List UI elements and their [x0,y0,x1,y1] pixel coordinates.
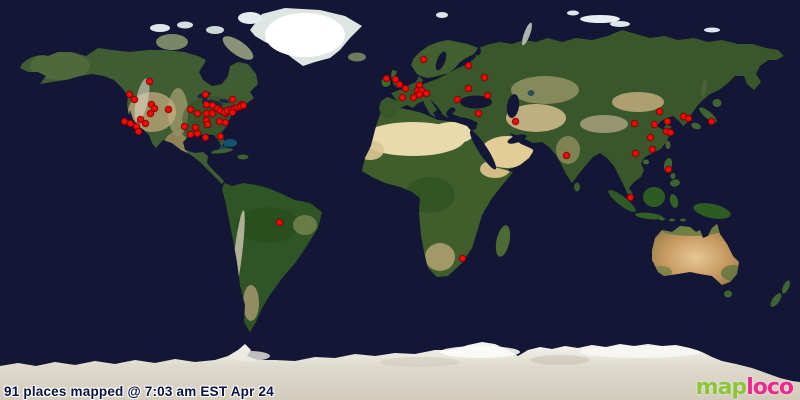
iceland [348,52,366,62]
place-marker [275,218,283,226]
place-marker [186,105,194,113]
place-marker [646,133,654,141]
java [635,212,663,220]
place-marker [221,118,229,126]
place-marker [239,101,247,109]
place-marker [458,254,466,262]
place-marker [562,151,570,159]
place-marker [398,93,406,101]
mindanao [670,179,680,187]
gulf-of-bothnia [435,51,447,71]
place-marker [480,73,488,81]
place-marker [126,119,134,127]
place-marker [228,95,236,103]
place-marker [201,90,209,98]
place-marker [483,91,491,99]
place-marker [125,90,133,98]
taiwan [665,141,671,149]
place-marker [382,74,390,82]
place-marker [150,104,158,112]
place-marker [511,117,519,125]
place-marker [201,133,209,141]
place-marker [186,130,194,138]
place-marker [648,145,656,153]
sulawesi [669,194,679,208]
place-marker [395,80,403,88]
place-marker [666,128,674,136]
terrain-eurasia [481,76,664,168]
place-marker [630,119,638,127]
place-marker [464,84,472,92]
place-marker [203,120,211,128]
place-marker [707,117,715,125]
tasmania [724,290,732,298]
place-marker [136,115,144,123]
place-marker [141,119,149,127]
place-marker [164,105,172,113]
new-guinea [693,203,731,219]
place-marker [664,165,672,173]
place-marker [180,122,188,130]
logo-text-loco: loco [746,375,794,400]
place-marker [134,127,142,135]
sri-lanka [574,182,580,192]
kyushu [691,122,701,130]
place-marker [193,109,201,117]
place-marker [419,55,427,63]
logo-text-map: map [695,375,748,400]
hispaniola [237,154,249,160]
place-marker [146,109,154,117]
place-marker [626,193,634,201]
borneo [643,187,665,207]
hainan [643,159,649,165]
sumatra [608,189,636,213]
arctic-islands [150,10,720,60]
place-marker [145,77,153,85]
antarctica [0,342,800,400]
place-marker [422,89,430,97]
place-marker [208,109,216,117]
bahamas-shallows [223,139,237,147]
place-marker [684,114,692,122]
greenland [250,8,362,66]
new-zealand-north [781,280,791,294]
place-marker [631,149,639,157]
status-bar: 91 places mapped @ 7:03 am EST Apr 24 [4,384,274,399]
place-marker [391,75,399,83]
place-marker [464,61,472,69]
maploco-logo[interactable]: maploco [695,375,794,400]
madagascar [495,225,511,257]
new-zealand-south [770,293,782,307]
hokkaido [712,99,722,107]
place-marker [130,95,138,103]
place-marker [655,107,663,115]
place-marker [663,117,671,125]
islands [211,52,791,307]
place-marker [193,129,201,137]
cuba [211,148,233,154]
sakhalin [701,79,707,97]
place-marker [228,108,236,116]
status-text: 91 places mapped @ 7:03 am EST Apr 24 [4,384,274,399]
place-marker [409,93,417,101]
place-marker [453,95,461,103]
place-marker [415,90,423,98]
place-marker [401,84,409,92]
place-marker [650,120,658,128]
place-marker [474,109,482,117]
place-marker [216,132,224,140]
